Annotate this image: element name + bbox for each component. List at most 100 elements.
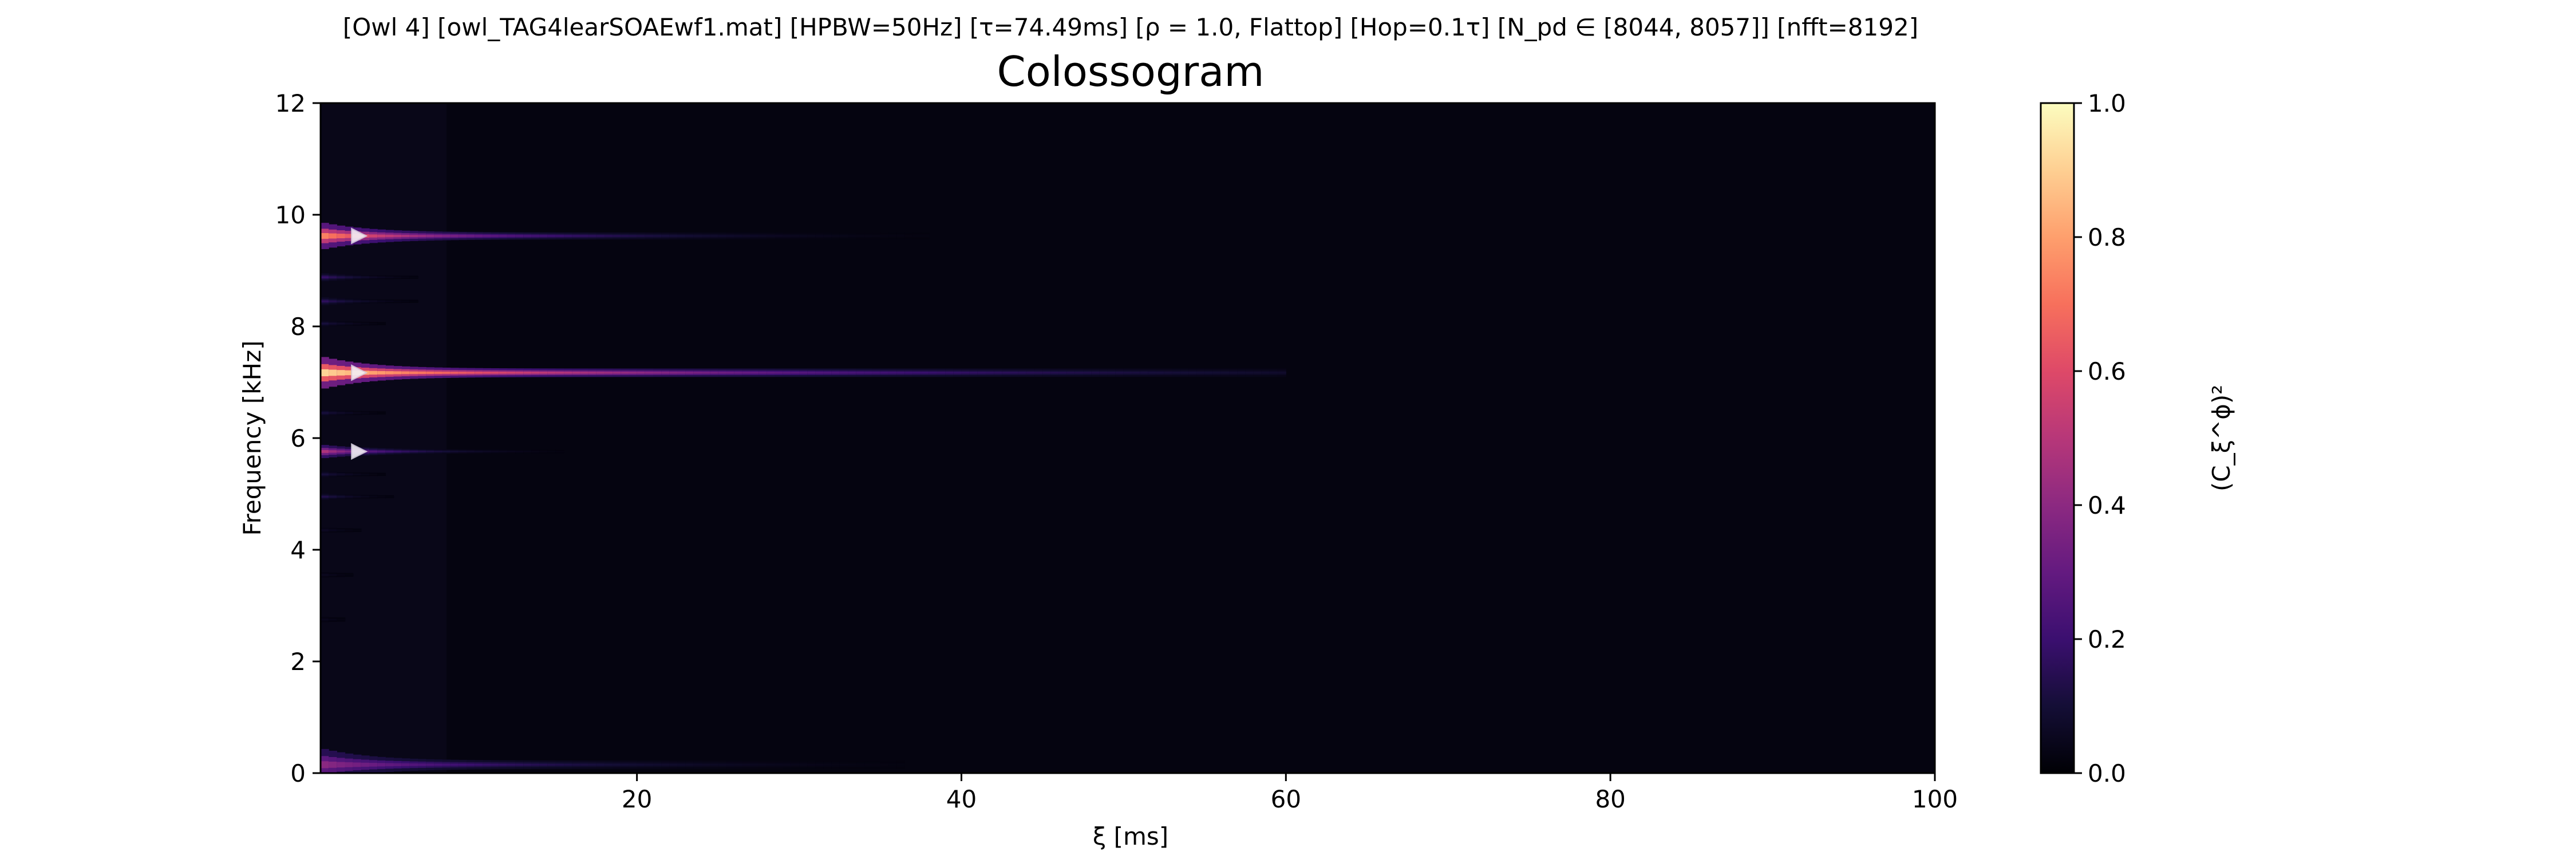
band-segment xyxy=(555,235,564,237)
band-segment xyxy=(1107,372,1116,374)
band-segment xyxy=(377,763,386,767)
band-segment xyxy=(685,235,694,237)
band-segment xyxy=(823,763,832,766)
band-segment xyxy=(742,372,751,374)
band-segment xyxy=(467,235,475,237)
band-segment xyxy=(580,372,589,374)
band-segment xyxy=(783,372,792,374)
band-segment xyxy=(458,451,467,452)
band-segment xyxy=(409,277,418,278)
band-segment xyxy=(345,412,354,413)
band-segment xyxy=(442,763,451,766)
band-segment xyxy=(872,763,881,766)
band-segment xyxy=(491,235,500,237)
band-segment xyxy=(702,372,710,374)
band-segment xyxy=(572,763,581,766)
y-tick-label: 0 xyxy=(290,759,306,787)
band-segment xyxy=(888,372,897,374)
band-segment xyxy=(353,762,362,767)
band-segment xyxy=(523,451,532,452)
band-segment xyxy=(961,372,970,374)
band-segment xyxy=(337,300,346,302)
band-segment xyxy=(969,372,978,374)
band-segment xyxy=(629,235,638,237)
band-segment xyxy=(523,763,532,766)
band-segment xyxy=(337,323,346,325)
band-segment xyxy=(321,618,329,620)
colorbar-tick-label: 0.4 xyxy=(2088,491,2126,519)
band-segment xyxy=(986,372,994,374)
band-segment xyxy=(337,412,346,414)
coherence-band-6 xyxy=(321,320,386,327)
coherence-band-12 xyxy=(321,617,346,622)
band-segment xyxy=(393,451,402,452)
band-segment xyxy=(337,619,346,620)
band-segment xyxy=(393,371,402,375)
band-segment xyxy=(864,235,873,237)
band-segment xyxy=(645,235,654,237)
peak-marker-2 xyxy=(351,443,368,460)
band-segment xyxy=(385,277,394,278)
band-segment xyxy=(613,763,621,766)
band-segment xyxy=(531,235,540,237)
band-segment xyxy=(467,763,475,766)
band-segment xyxy=(329,574,337,576)
band-segment xyxy=(329,276,337,278)
band-segment xyxy=(718,763,727,766)
band-segment xyxy=(726,763,735,766)
y-tick-label: 2 xyxy=(290,648,306,676)
chart-title: Colossogram xyxy=(997,48,1264,96)
band-segment xyxy=(742,763,751,766)
band-segment xyxy=(337,450,346,453)
x-axis: 20 40 60 80 100 xyxy=(622,773,1958,813)
band-segment xyxy=(693,235,702,237)
band-segment xyxy=(547,451,556,452)
band-segment xyxy=(442,371,451,374)
band-segment xyxy=(329,496,337,498)
band-segment xyxy=(426,763,434,766)
band-segment xyxy=(653,372,662,374)
band-segment xyxy=(783,235,792,237)
band-segment xyxy=(345,323,354,324)
band-segment xyxy=(458,235,467,237)
band-segment xyxy=(937,372,946,374)
band-segment xyxy=(580,763,589,766)
band-segment xyxy=(807,235,816,237)
band-segment xyxy=(661,372,670,374)
band-segment xyxy=(831,372,840,374)
band-segment xyxy=(1083,372,1092,374)
band-segment xyxy=(458,372,467,374)
band-segment xyxy=(1132,372,1140,374)
band-segment xyxy=(815,372,824,374)
band-segment xyxy=(572,372,581,374)
band-segment xyxy=(345,277,354,278)
band-segment xyxy=(661,235,670,237)
band-segment xyxy=(1002,372,1011,374)
coherence-band-3 xyxy=(321,748,905,773)
band-segment xyxy=(345,370,354,376)
band-segment xyxy=(329,474,337,475)
band-segment xyxy=(434,235,443,237)
band-segment xyxy=(710,763,718,766)
band-segment xyxy=(450,763,459,766)
band-segment xyxy=(791,235,800,237)
band-segment xyxy=(1172,372,1181,374)
band-segment xyxy=(791,372,800,374)
band-segment xyxy=(369,234,378,238)
band-segment xyxy=(864,372,873,374)
band-segment xyxy=(321,276,329,278)
band-segment xyxy=(369,451,378,452)
band-segment xyxy=(353,530,362,531)
band-segment xyxy=(856,235,865,237)
band-segment xyxy=(880,372,889,374)
band-segment xyxy=(450,235,459,237)
band-segment xyxy=(353,323,362,324)
band-segment xyxy=(393,301,402,302)
colorbar-ticks: 0.0 0.2 0.4 0.6 0.8 1.0 xyxy=(2074,89,2126,787)
y-axis-label: Frequency [kHz] xyxy=(238,340,266,535)
band-segment xyxy=(337,234,346,239)
y-tick-label: 4 xyxy=(290,536,306,564)
band-segment xyxy=(385,234,394,238)
band-segment xyxy=(815,763,824,766)
band-segment xyxy=(329,323,337,325)
